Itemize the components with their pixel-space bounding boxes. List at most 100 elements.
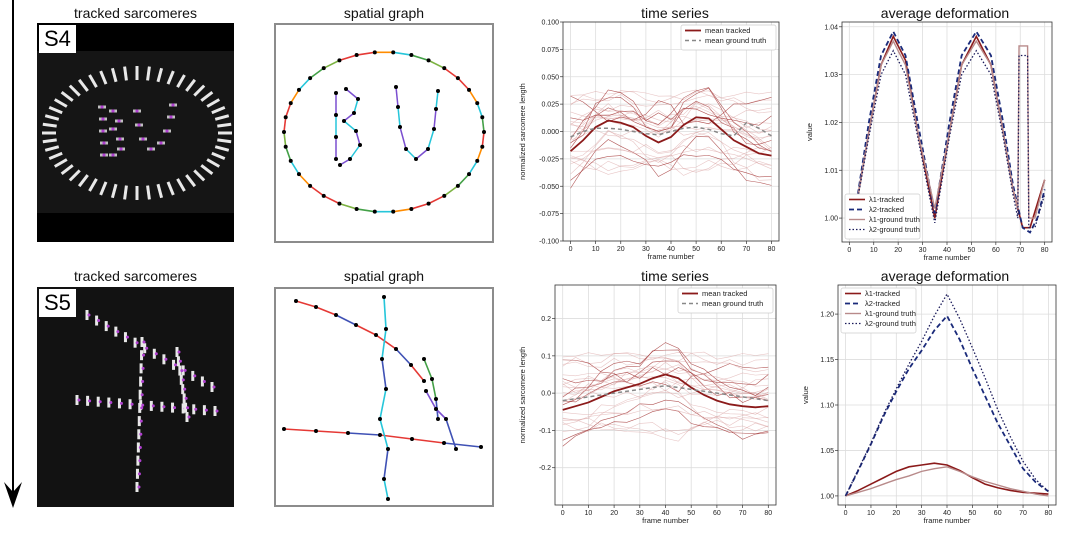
row2-graph-node	[382, 295, 386, 299]
row2-graph-node	[436, 417, 440, 421]
row2-sarcomere-marker	[180, 369, 184, 373]
row1-ts-ytick-label: 0.000	[541, 129, 559, 136]
row1-graph-letter-node	[358, 143, 362, 147]
flow-arrow	[4, 0, 22, 508]
row2-sarcomere-marker	[97, 319, 101, 323]
row2-sarcomere-marker	[142, 353, 146, 357]
row2-graph-node	[454, 447, 458, 451]
row2-sarcomere-bead	[152, 348, 156, 359]
row1-graph-node	[282, 130, 286, 134]
row1-graph-node	[372, 50, 377, 55]
row2-def-xtick-label: 60	[994, 510, 1002, 517]
row1-graph-letter-node	[432, 127, 436, 131]
row1-letter-marker	[100, 105, 104, 109]
row2-graph-node	[294, 299, 298, 303]
row2-deformation-chart: 0 10 20 30 40 50 60 70 80 1.00 1.05 1.10 1.15 1.20 fra…	[801, 284, 1057, 525]
row1-letter-marker	[101, 129, 105, 133]
row1-graph-node	[409, 53, 414, 58]
row1-sarcomere-bead	[135, 186, 139, 200]
row1-graph-edge	[309, 67, 325, 79]
row1-sarcomere-bead	[42, 122, 57, 128]
row1-sarcomere-bead	[200, 164, 214, 175]
row2-graph-edge	[395, 348, 412, 366]
row1-graph-edge	[476, 146, 484, 162]
row1-graph-node	[475, 158, 480, 163]
row1-letter-marker	[171, 103, 175, 107]
row2-graph-node	[282, 427, 286, 431]
row1-def-ytick-label: 1.01	[824, 168, 838, 175]
row1-def-xtick-label: 80	[1041, 247, 1049, 254]
row2-graph-edge	[335, 314, 357, 326]
row1-graph-letter-node	[426, 147, 430, 151]
row1-sarcomere-bead	[214, 145, 230, 152]
row2-sarcomere-bead	[138, 402, 142, 413]
row1-sarcomere-bead	[193, 84, 206, 97]
row2-graph-edge	[375, 334, 397, 350]
row2-sarcomere-bead	[139, 363, 143, 374]
row2-sarcomere-bead	[117, 398, 121, 409]
row1-ts-trace	[570, 143, 772, 155]
row1-def-series-3	[853, 49, 1046, 229]
row1-sarcomere-bead	[214, 114, 230, 121]
row1-def-legend-label-3: λ2-ground truth	[869, 225, 920, 234]
row1-graph-node	[337, 201, 342, 206]
row1-graph-edge	[457, 173, 470, 187]
row1-graph-edge	[411, 202, 429, 210]
row1-graph-edge	[457, 77, 470, 91]
row2-sarcomere-marker	[106, 324, 110, 328]
row2-sarcomere-marker	[130, 402, 134, 406]
row1-letter-marker	[111, 109, 115, 113]
row1-ts-series-1	[570, 121, 772, 138]
row1-letter-marker	[102, 153, 106, 157]
row2-sarcomere-marker	[187, 415, 191, 419]
row2-sarcomere-bead	[133, 337, 137, 348]
row1-letter-marker	[141, 137, 145, 141]
row2-sarcomere-bead	[138, 389, 142, 400]
row2-sarcomere-marker	[178, 359, 182, 363]
row2-graph-edge	[443, 442, 482, 448]
row1-sarcomere-bead	[185, 174, 197, 188]
row1-ts-xtick-label: 30	[642, 246, 650, 253]
row1-spatial-graph	[274, 23, 494, 243]
row2-ts-ytick-label: 0.1	[541, 353, 551, 360]
row1-def-xtick-label: 0	[847, 247, 851, 254]
row2-sarcomere-marker	[88, 399, 92, 403]
row1-sarcomere-bead	[185, 78, 197, 92]
row1-ts-legend-label-1: mean ground truth	[705, 36, 766, 45]
row1-graph-node	[283, 115, 288, 120]
row2-sample-label: S5	[39, 289, 76, 317]
row1-graph-edge	[284, 146, 292, 162]
row2-sarcomere-marker	[215, 409, 219, 413]
row2-sarcomere-marker	[138, 459, 142, 463]
row2-sarcomere-marker	[141, 366, 145, 370]
row1-sarcomere-bead	[44, 145, 60, 152]
row2-sarcomere-bead	[182, 393, 186, 404]
row2-sarcomere-marker	[77, 398, 81, 402]
row2-graph-edge	[383, 296, 387, 330]
row1-graph-edge	[339, 54, 357, 62]
row1-graph-letter-edge	[355, 130, 361, 146]
row1-def-xtick-label: 20	[894, 247, 902, 254]
row1-sarcomere-bead	[88, 74, 98, 88]
row1-def-series-2	[853, 39, 1046, 219]
row1-def-xtick-label: 10	[870, 247, 878, 254]
row1-sarcomere-bead	[53, 158, 68, 168]
row2-sarcomere-marker	[98, 400, 102, 404]
row1-sarcomere-bead	[146, 66, 151, 81]
row2-graph-node	[374, 333, 378, 337]
row2-sarcomere-marker	[181, 378, 185, 382]
row1-graph-letter-node	[414, 157, 418, 161]
row1-graph-letter-node	[434, 107, 438, 111]
row1-graph-node	[308, 76, 313, 81]
row1-def-xtick-label: 30	[919, 247, 927, 254]
row2-sarcomere-bead	[95, 315, 99, 326]
row1-letter-marker	[119, 147, 123, 151]
row2-sarcomere-marker	[138, 445, 142, 449]
row1-ts-xlabel: frame number	[648, 252, 695, 261]
row1-graph-edge	[481, 131, 485, 147]
row1-graph-edge	[309, 185, 325, 197]
row1-graph-edge	[393, 208, 412, 213]
row1-sarcomere-bead	[42, 138, 57, 144]
